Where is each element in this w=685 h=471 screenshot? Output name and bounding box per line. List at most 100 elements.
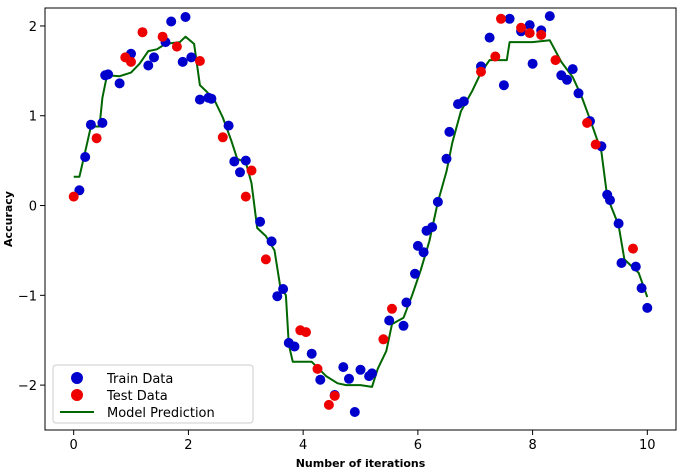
x-tick-label: 0 xyxy=(70,438,78,453)
legend-marker-test xyxy=(71,389,83,401)
test-data-point xyxy=(246,165,257,176)
train-data-point xyxy=(458,96,469,107)
train-data-point xyxy=(355,364,366,375)
train-data-point xyxy=(567,64,578,75)
legend-box xyxy=(52,364,254,424)
train-data-point xyxy=(401,297,412,308)
train-data-point xyxy=(367,368,377,379)
train-data-point xyxy=(605,195,615,206)
test-data-point xyxy=(157,31,168,42)
train-data-point xyxy=(166,16,177,27)
test-data-point xyxy=(194,56,205,66)
train-data-point xyxy=(272,291,283,302)
train-data-point xyxy=(349,407,360,417)
test-data-point xyxy=(550,55,561,66)
y-tick-label: −1 xyxy=(18,289,37,304)
train-data-point xyxy=(255,216,266,227)
test-data-point xyxy=(240,191,251,202)
test-data-point xyxy=(476,66,486,77)
train-data-point xyxy=(562,74,572,85)
train-data-point xyxy=(223,120,234,131)
train-data-point xyxy=(613,218,624,229)
train-data-point xyxy=(573,88,584,99)
train-data-point xyxy=(504,13,515,24)
train-data-point xyxy=(315,374,326,385)
test-data-point xyxy=(171,41,182,52)
plot-area xyxy=(68,11,653,417)
test-data-point xyxy=(582,117,593,128)
test-data-point xyxy=(126,56,136,67)
test-data-point xyxy=(536,29,547,40)
train-data-point xyxy=(278,284,289,294)
train-data-point xyxy=(344,373,354,384)
x-axis-title: Number of iterations xyxy=(296,457,426,470)
train-data-point xyxy=(427,222,438,233)
x-tick-label: 2 xyxy=(184,438,192,453)
train-data-point xyxy=(206,93,217,104)
test-data-point xyxy=(217,132,228,143)
train-data-point xyxy=(418,247,429,258)
train-data-point xyxy=(398,320,409,331)
train-data-point xyxy=(194,94,205,105)
train-data-point xyxy=(642,302,653,313)
train-data-point xyxy=(484,32,495,43)
train-data-point xyxy=(97,117,108,128)
y-axis: −2 −1 0 1 2 xyxy=(18,20,45,394)
test-data-point xyxy=(387,303,397,314)
test-data-point xyxy=(260,254,271,265)
test-data-point xyxy=(496,13,506,24)
train-data-point xyxy=(306,348,317,359)
test-data-point xyxy=(490,51,501,62)
train-data-point xyxy=(149,52,159,63)
train-data-point xyxy=(186,52,197,63)
x-tick-label: 4 xyxy=(299,438,307,453)
train-data-point xyxy=(235,167,245,178)
train-data-point xyxy=(266,236,277,247)
train-data-point xyxy=(498,80,509,91)
train-data-point xyxy=(524,20,535,31)
x-tick-label: 6 xyxy=(414,438,422,453)
legend-marker-train xyxy=(71,372,83,384)
train-data-point xyxy=(636,283,647,294)
test-data-point xyxy=(378,334,389,345)
train-data-point xyxy=(616,258,627,268)
train-data-point xyxy=(180,12,191,22)
train-data-point xyxy=(441,153,452,164)
y-axis-title: Accuracy xyxy=(2,191,15,247)
train-data-point xyxy=(80,152,91,162)
train-data-point xyxy=(289,341,300,352)
train-data-point xyxy=(85,119,96,130)
train-data-point xyxy=(177,56,188,67)
test-data-point xyxy=(301,327,311,338)
y-tick-label: 0 xyxy=(29,200,37,215)
test-data-point xyxy=(68,191,79,202)
train-data-point xyxy=(384,315,395,326)
test-data-point xyxy=(516,22,527,33)
y-tick-label: −2 xyxy=(18,379,37,394)
y-tick-label: 2 xyxy=(29,20,37,35)
test-data-point xyxy=(137,27,148,38)
legend: Train Data Test Data Model Prediction xyxy=(52,364,254,424)
test-data-point xyxy=(329,390,340,401)
x-axis: 0 2 4 6 8 10 xyxy=(70,430,656,453)
train-data-point xyxy=(544,11,555,22)
train-data-point xyxy=(143,60,154,71)
x-tick-label: 8 xyxy=(528,438,536,453)
y-tick-label: 1 xyxy=(29,110,37,125)
legend-label-model: Model Prediction xyxy=(107,406,215,421)
model-prediction-line xyxy=(73,35,649,388)
train-data-point xyxy=(240,155,251,166)
test-data-point xyxy=(628,243,638,254)
train-data-point xyxy=(410,268,420,279)
test-data-point xyxy=(524,28,535,39)
train-data-point xyxy=(103,69,114,80)
legend-label-test: Test Data xyxy=(106,389,168,404)
train-data-point xyxy=(229,156,240,167)
test-data-point xyxy=(323,399,334,410)
test-data-point xyxy=(312,363,323,374)
train-data-point xyxy=(114,78,125,89)
train-data-point xyxy=(338,362,349,373)
train-data-point xyxy=(432,196,443,207)
x-tick-label: 10 xyxy=(639,438,656,453)
